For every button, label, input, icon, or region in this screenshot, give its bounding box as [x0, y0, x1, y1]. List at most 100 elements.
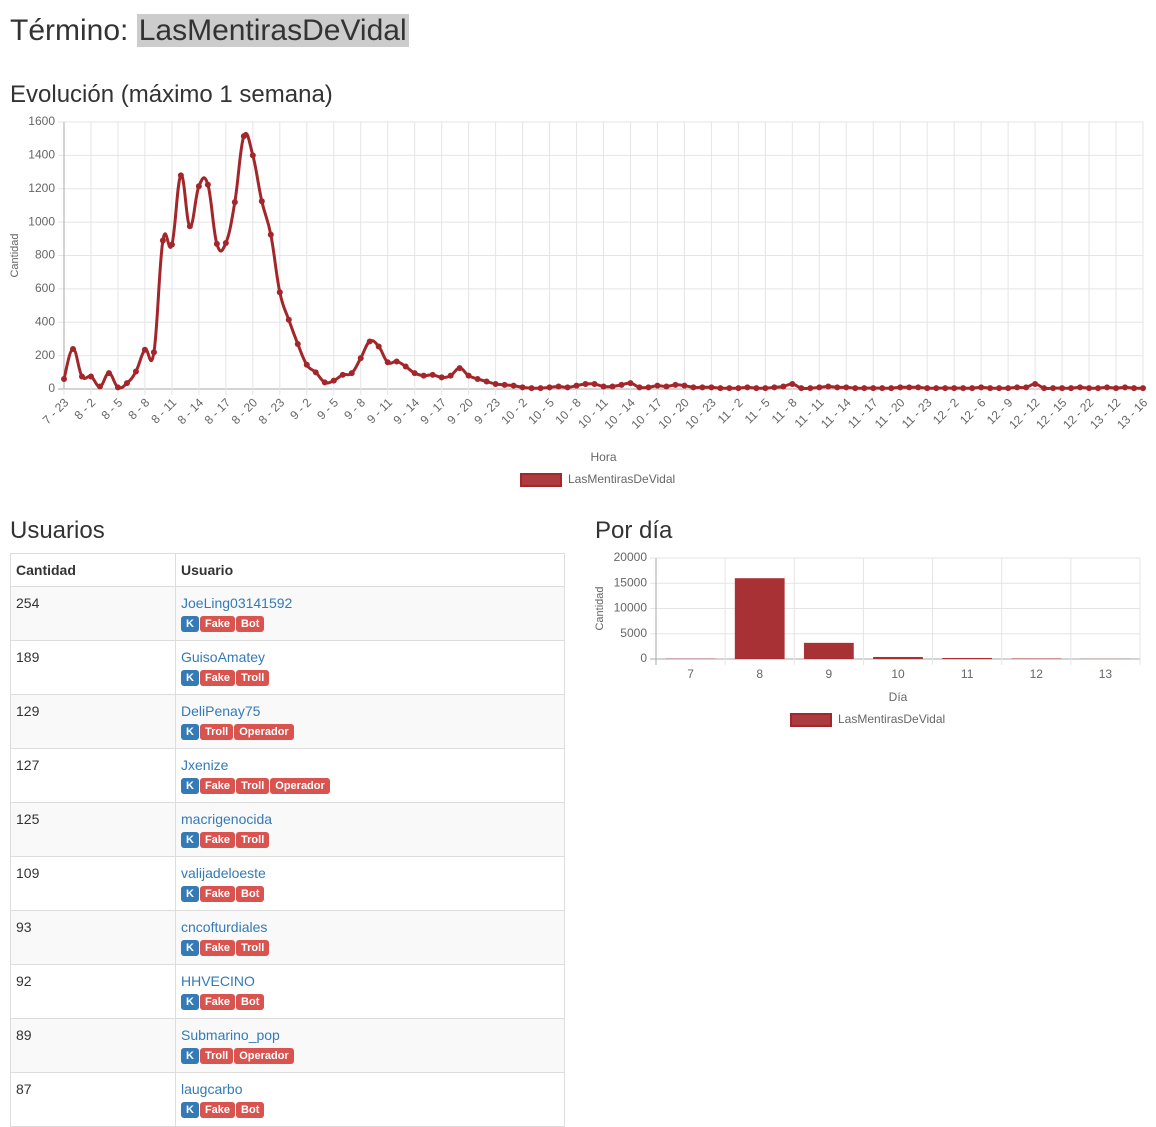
x-tick-label: 9 - 14 — [390, 395, 422, 427]
tag-badge: K — [181, 1102, 199, 1118]
user-link[interactable]: macrigenocida — [181, 811, 272, 827]
count-cell: 87 — [11, 1073, 176, 1127]
point — [636, 384, 642, 390]
point — [933, 385, 939, 391]
point — [115, 384, 121, 390]
point — [1095, 385, 1101, 391]
x-tick-label: 9 - 23 — [471, 395, 503, 427]
chart-title: Por día — [595, 517, 672, 545]
legend-label: LasMentirasDeVidal — [568, 472, 675, 486]
point — [618, 382, 624, 388]
point — [583, 381, 589, 387]
x-tick-label: 9 - 11 — [364, 395, 395, 426]
bar — [735, 578, 785, 659]
bar — [873, 657, 923, 659]
point — [654, 383, 660, 389]
point — [888, 385, 894, 391]
bar — [1011, 658, 1061, 659]
point — [358, 355, 364, 361]
tag-badge: Fake — [200, 778, 235, 794]
y-tick-label: 200 — [35, 348, 55, 362]
point — [960, 385, 966, 391]
point — [322, 379, 328, 385]
y-axis-title: Cantidad — [594, 586, 606, 630]
point — [735, 385, 741, 391]
point — [502, 382, 508, 388]
point — [969, 385, 975, 391]
point — [852, 385, 858, 391]
point — [1059, 385, 1065, 391]
point — [331, 378, 337, 384]
y-tick-label: 0 — [640, 651, 647, 665]
user-link[interactable]: cncofturdiales — [181, 919, 267, 935]
x-tick-label: 7 — [687, 667, 694, 681]
user-link[interactable]: laugcarbo — [181, 1081, 243, 1097]
x-tick-label: 7 - 23 — [40, 395, 72, 427]
point — [484, 378, 490, 384]
page-title: Término: LasMentirasDeVidal — [10, 14, 409, 48]
point — [906, 384, 912, 390]
point — [978, 384, 984, 390]
point — [726, 385, 732, 391]
point — [565, 384, 571, 390]
user-link[interactable]: GuisoAmatey — [181, 649, 265, 665]
point — [268, 232, 274, 238]
x-tick-label: 12 - 6 — [957, 395, 989, 427]
user-link[interactable]: Submarino_pop — [181, 1027, 280, 1043]
y-tick-label: 10000 — [614, 601, 648, 615]
point — [834, 384, 840, 390]
x-tick-label: 13 - 16 — [1114, 395, 1151, 432]
point — [807, 385, 813, 391]
x-tick-label: 8 - 5 — [98, 395, 125, 422]
x-tick-label: 13 — [1099, 667, 1113, 681]
point — [708, 384, 714, 390]
point — [214, 241, 220, 247]
x-tick-label: 9 - 17 — [417, 395, 449, 427]
tag-badge: Fake — [200, 1102, 235, 1118]
point — [672, 382, 678, 388]
point — [547, 384, 553, 390]
point — [1014, 384, 1020, 390]
tag-badge: Fake — [200, 670, 235, 686]
point — [142, 347, 148, 353]
y-tick-label: 1400 — [28, 148, 55, 162]
x-tick-label: 12 — [1030, 667, 1044, 681]
x-tick-label: 9 — [826, 667, 833, 681]
point — [367, 338, 373, 344]
point — [241, 133, 247, 139]
point — [789, 381, 795, 387]
user-link[interactable]: valijadeloeste — [181, 865, 266, 881]
user-link[interactable]: Jxenize — [181, 757, 228, 773]
tag-badge: Fake — [200, 832, 235, 848]
point — [601, 383, 607, 389]
column-header: Usuario — [176, 554, 565, 587]
user-link[interactable]: HHVECINO — [181, 973, 255, 989]
user-link[interactable]: JoeLing03141592 — [181, 595, 292, 611]
user-link[interactable]: DeliPenay75 — [181, 703, 260, 719]
tag-badge: K — [181, 724, 199, 740]
point — [511, 383, 517, 389]
y-tick-label: 400 — [35, 314, 55, 328]
point — [1104, 384, 1110, 390]
point — [762, 385, 768, 391]
tag-badge: Bot — [236, 616, 264, 632]
point — [520, 384, 526, 390]
point — [88, 373, 94, 379]
tag-badge: Operador — [270, 778, 330, 794]
tag-badge: Troll — [236, 832, 269, 848]
point — [385, 359, 391, 365]
point — [915, 384, 921, 390]
count-cell: 89 — [11, 1019, 176, 1073]
